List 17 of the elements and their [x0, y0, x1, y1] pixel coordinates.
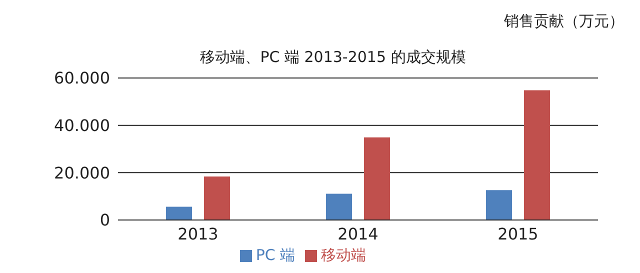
y-tick-label: 20.000	[54, 163, 110, 182]
bar	[204, 176, 230, 220]
bar	[326, 194, 352, 220]
x-tick-label: 2014	[338, 224, 378, 244]
bar	[524, 90, 550, 220]
x-tick-label: 2013	[178, 224, 218, 244]
y-axis-title: 销售贡献（万元）	[504, 12, 624, 31]
y-tick-label: 0	[100, 210, 110, 230]
bar	[364, 137, 390, 220]
legend-label: PC 端	[256, 246, 296, 264]
y-tick-label: 60.000	[54, 68, 110, 88]
x-tick-label: 2015	[498, 224, 538, 244]
y-tick-label: 40.000	[54, 116, 110, 136]
bar	[166, 206, 192, 220]
legend-label: 移动端	[321, 246, 366, 264]
chart-title: 移动端、PC 端 2013-2015 的成交规模	[199, 48, 467, 67]
bar	[486, 190, 512, 220]
